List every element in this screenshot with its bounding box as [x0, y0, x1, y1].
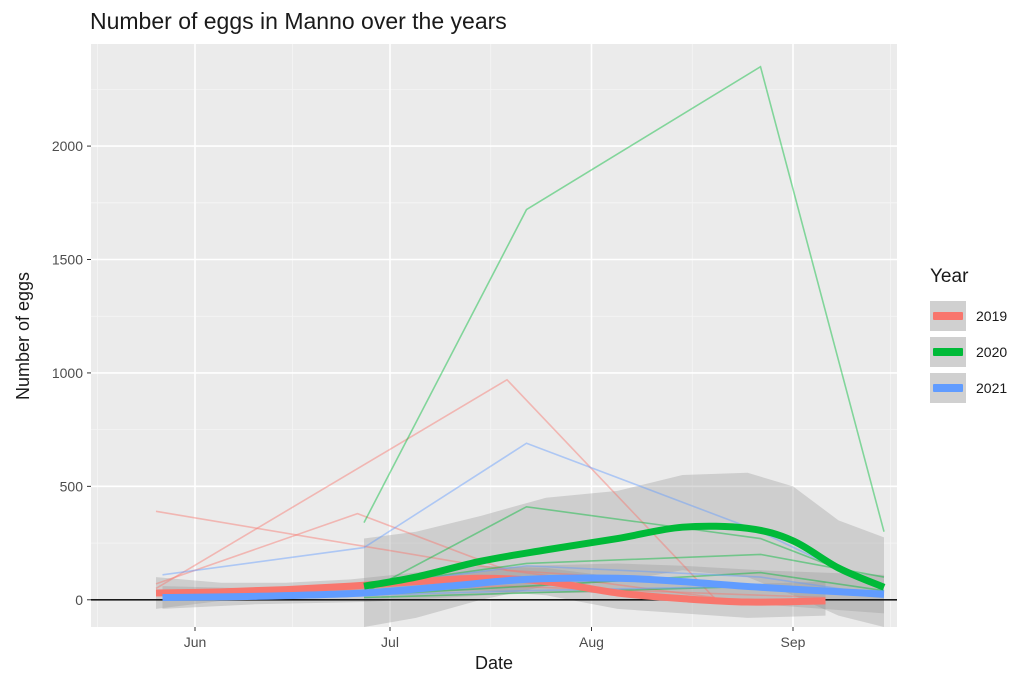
legend-item-2020: 2020	[930, 334, 1016, 370]
trace-line-2020	[363, 553, 885, 587]
smooth-line-2019	[155, 574, 826, 606]
confidence-bands	[156, 472, 884, 627]
trace-line-2019	[155, 378, 716, 600]
ci-band-2020	[364, 472, 884, 627]
y-axis: 0 500 1000 1500 2000	[52, 138, 91, 608]
legend-swatch-2020	[933, 348, 963, 356]
y-tick-label: 1500	[52, 252, 83, 268]
legend-label-2020: 2020	[976, 344, 1008, 360]
smoothed-trends	[155, 522, 886, 606]
ci-band-2019	[156, 565, 826, 618]
chart-title: Number of eggs in Manno over the years	[90, 8, 507, 34]
trace-line-2021	[162, 442, 885, 592]
y-tick-label: 0	[75, 592, 83, 608]
legend: Year 2019 2020 2021	[930, 266, 1016, 406]
x-tick-label: Jun	[184, 634, 207, 650]
legend-item-2019: 2019	[930, 298, 1016, 334]
y-axis-title: Number of eggs	[13, 272, 33, 400]
smooth-line-2021	[162, 574, 885, 602]
x-tick-label: Jul	[381, 634, 399, 650]
legend-item-2021: 2021	[930, 370, 1016, 406]
trace-line-2020	[363, 65, 885, 532]
legend-label-2021: 2021	[976, 380, 1008, 396]
trace-line-2019	[155, 512, 716, 599]
x-tick-label: Aug	[579, 634, 604, 650]
y-tick-label: 500	[60, 478, 84, 494]
grid-minor	[91, 44, 897, 627]
ci-band-2021	[162, 563, 884, 614]
y-tick-label: 2000	[52, 138, 83, 154]
smooth-line-2020	[363, 522, 886, 591]
legend-label-2019: 2019	[976, 308, 1008, 324]
y-tick-label: 1000	[52, 365, 83, 381]
legend-key	[930, 373, 966, 403]
legend-key	[930, 301, 966, 331]
legend-key	[930, 337, 966, 367]
legend-swatch-2019	[933, 312, 963, 320]
x-axis-title: Date	[475, 653, 513, 673]
legend-title: Year	[930, 266, 969, 287]
legend-swatch-2021	[933, 384, 963, 392]
x-tick-label: Sep	[781, 634, 806, 650]
x-axis: Jun Jul Aug Sep	[184, 627, 806, 650]
